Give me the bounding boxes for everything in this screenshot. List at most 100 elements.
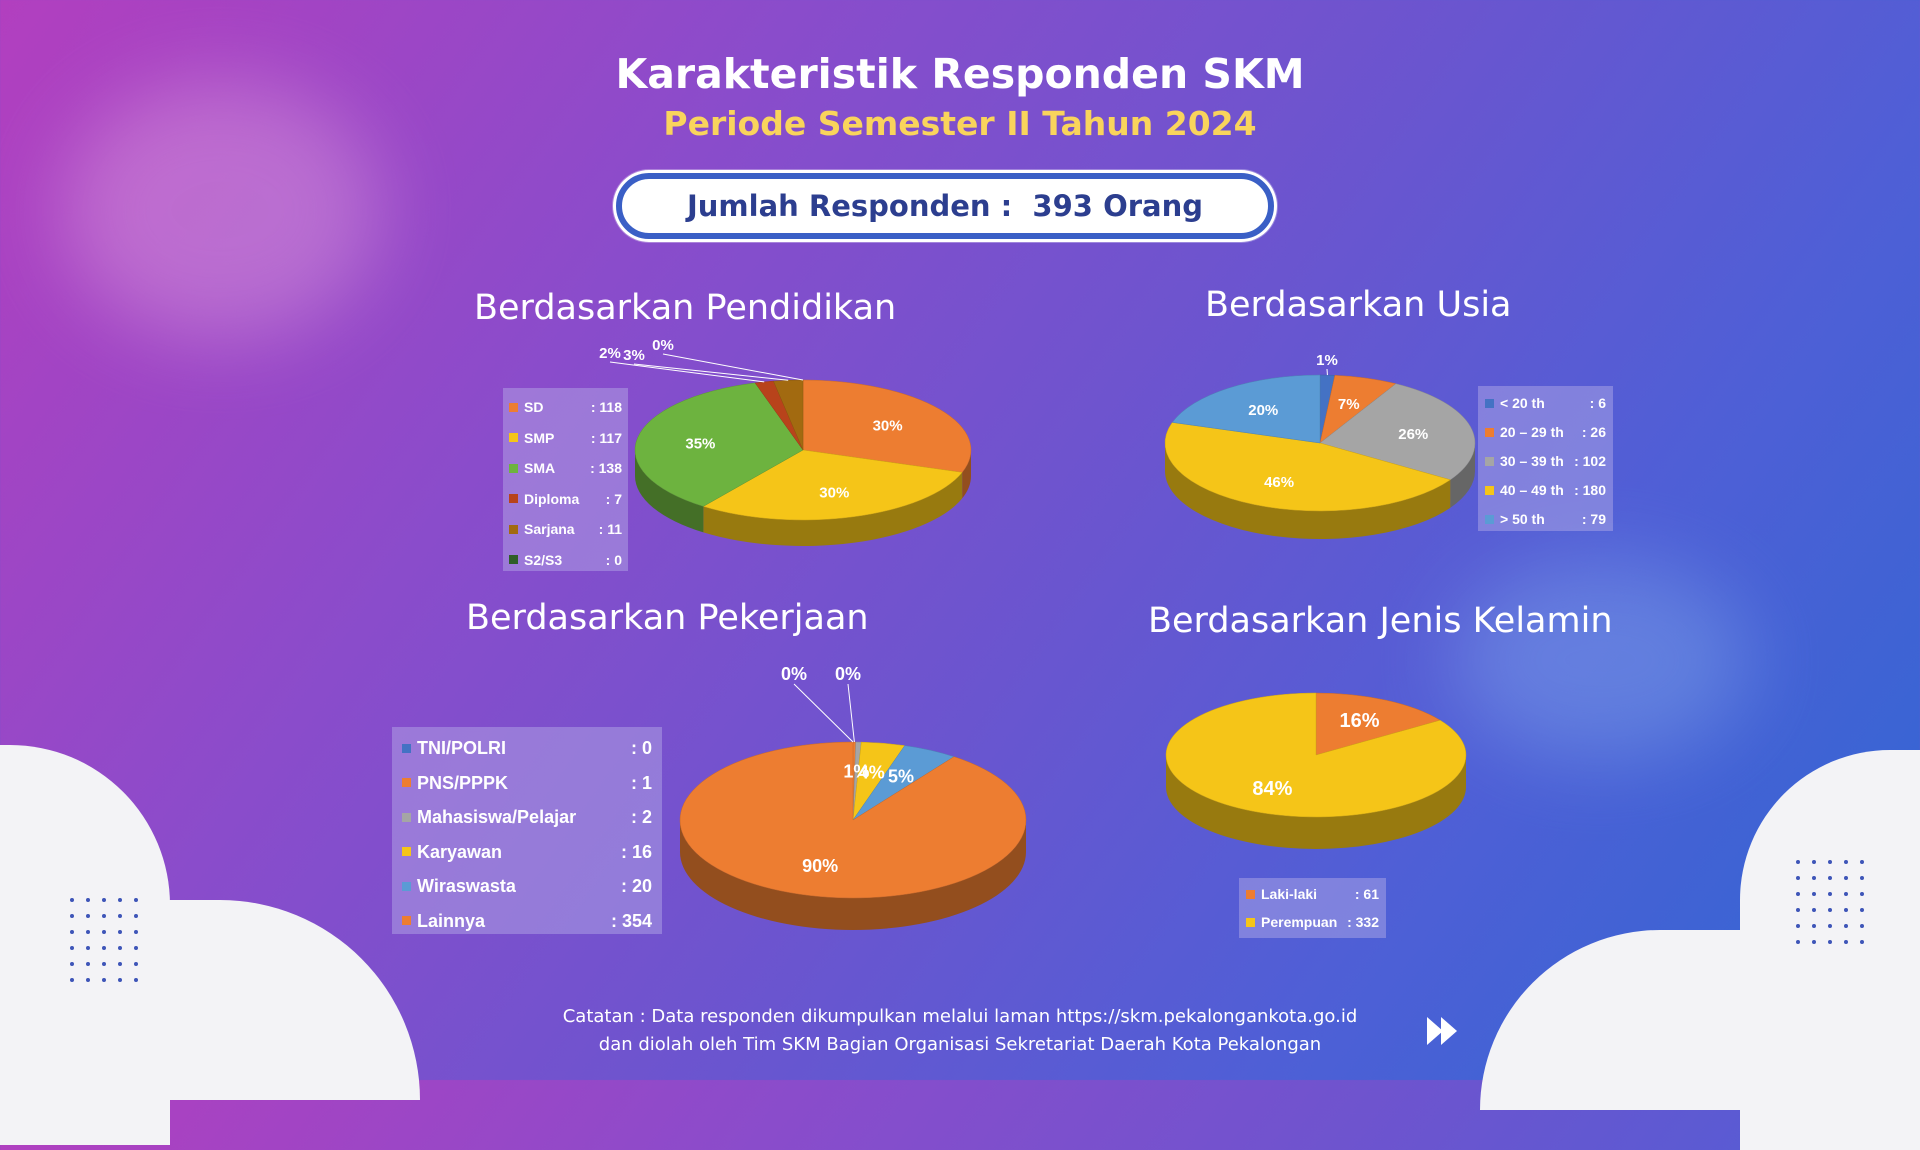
pie-label-PNS/PPPK: 0% (835, 664, 861, 684)
section-title-pendidikan: Berdasarkan Pendidikan (474, 288, 896, 328)
pie-label-S2/S3: 0% (652, 337, 674, 354)
fast-forward-icon[interactable] (1425, 1013, 1461, 1049)
legend-label: SD (524, 392, 543, 423)
legend-value: : 6 (1590, 389, 1606, 418)
decorative-dots-left (70, 898, 138, 982)
section-title-jenis-kelamin: Berdasarkan Jenis Kelamin (1148, 601, 1613, 641)
legend-swatch (509, 464, 518, 473)
legend-value: : 102 (1574, 447, 1606, 476)
legend-swatch (1246, 890, 1255, 899)
pie-label-30 – 39 th: 26% (1398, 426, 1428, 443)
legend-item: TNI/POLRI : 0 (402, 731, 652, 766)
footer-note: Catatan : Data responden dikumpulkan mel… (0, 1003, 1920, 1059)
leader-line (848, 684, 854, 742)
legend-item: Wiraswasta : 20 (402, 869, 652, 904)
legend-label: Sarjana (524, 514, 575, 545)
respondent-count-box: Jumlah Responden : 393 Orang (616, 173, 1274, 239)
legend-swatch (509, 433, 518, 442)
page-subtitle: Periode Semester II Tahun 2024 (0, 104, 1920, 143)
section-title-usia: Berdasarkan Usia (1205, 285, 1512, 325)
legend-item: Lainnya : 354 (402, 904, 652, 939)
legend-item: 30 – 39 th : 102 (1485, 447, 1606, 476)
legend-jenis-kelamin: Laki-laki : 61 Perempuan : 332 (1239, 878, 1386, 938)
legend-swatch (509, 494, 518, 503)
leader-line (610, 362, 764, 382)
legend-swatch (402, 882, 411, 891)
pie-label-40 – 49 th: 46% (1264, 474, 1294, 491)
pie-label-20 – 29 th: 7% (1338, 396, 1360, 413)
leader-line (663, 354, 803, 380)
pie-label-< 20 th: 1% (1316, 352, 1338, 369)
legend-item: > 50 th : 79 (1485, 505, 1606, 534)
legend-value: : 2 (631, 800, 652, 835)
pie-label-Lainnya: 90% (802, 856, 838, 876)
legend-value: : 16 (621, 835, 652, 870)
pie-chart-pekerjaan: 0%0%1%4%5%90% (660, 660, 1060, 960)
legend-value: : 20 (621, 869, 652, 904)
legend-label: SMA (524, 453, 555, 484)
legend-label: S2/S3 (524, 545, 562, 576)
legend-item: < 20 th : 6 (1485, 389, 1606, 418)
pie-label-SMA: 35% (685, 436, 715, 453)
leader-line (794, 684, 853, 742)
legend-swatch (1246, 918, 1255, 927)
legend-item: Karyawan : 16 (402, 835, 652, 870)
legend-item: Perempuan : 332 (1246, 908, 1379, 936)
legend-swatch (402, 778, 411, 787)
pie-chart-jenis-kelamin: 16% 84% (1150, 670, 1490, 880)
legend-value: : 79 (1582, 505, 1606, 534)
section-title-pekerjaan: Berdasarkan Pekerjaan (466, 598, 869, 638)
decorative-dots-right (1796, 860, 1864, 944)
legend-label: Diploma (524, 484, 579, 515)
legend-item: Mahasiswa/Pelajar : 2 (402, 800, 652, 835)
pie-label-Karyawan: 4% (859, 762, 885, 782)
legend-swatch (402, 744, 411, 753)
legend-swatch (402, 916, 411, 925)
legend-label: Laki-laki (1261, 880, 1317, 908)
page-title: Karakteristik Responden SKM (0, 50, 1920, 98)
legend-value: : 1 (631, 766, 652, 801)
footer-line-1: Catatan : Data responden dikumpulkan mel… (0, 1003, 1920, 1031)
pie-chart-usia: 1% 7% 26% 46% 20% (1140, 345, 1500, 575)
legend-item: 20 – 29 th : 26 (1485, 418, 1606, 447)
legend-label: Lainnya (417, 904, 485, 939)
legend-swatch (402, 813, 411, 822)
legend-item: 40 – 49 th: 180 (1485, 476, 1606, 505)
pie-label-> 50 th: 20% (1248, 402, 1278, 419)
pie-label-SMP: 30% (819, 484, 849, 501)
legend-value: : 0 (631, 731, 652, 766)
legend-value: : 332 (1347, 908, 1379, 936)
legend-label: SMP (524, 423, 554, 454)
pie-chart-pendidikan: 30%30%35%2%3%0% (600, 340, 1000, 600)
footer-line-2: dan diolah oleh Tim SKM Bagian Organisas… (0, 1031, 1920, 1059)
respondent-count-text: Jumlah Responden : 393 Orang (687, 189, 1203, 223)
legend-label: Mahasiswa/Pelajar (417, 800, 576, 835)
leader-line (634, 364, 788, 380)
pie-label-Laki-laki: 16% (1340, 710, 1380, 732)
legend-swatch (509, 555, 518, 564)
legend-label: < 20 th (1500, 389, 1545, 418)
pie-label-Perempuan: 84% (1252, 778, 1292, 800)
legend-label: 40 – 49 th (1500, 476, 1564, 505)
legend-value: : 26 (1582, 418, 1606, 447)
legend-value: : 354 (611, 904, 652, 939)
legend-label: Wiraswasta (417, 869, 516, 904)
legend-swatch (509, 525, 518, 534)
legend-item: PNS/PPPK : 1 (402, 766, 652, 801)
pie-label-Sarjana: 3% (623, 347, 645, 364)
decorative-blob-left (0, 900, 420, 1100)
legend-label: > 50 th (1500, 505, 1545, 534)
pie-label-SD: 30% (873, 418, 903, 435)
legend-label: PNS/PPPK (417, 766, 508, 801)
legend-label: Perempuan (1261, 908, 1337, 936)
legend-value: : 61 (1355, 880, 1379, 908)
pie-label-TNI/POLRI: 0% (781, 664, 807, 684)
legend-label: TNI/POLRI (417, 731, 506, 766)
legend-swatch (402, 847, 411, 856)
pie-label-Wiraswasta: 5% (888, 767, 914, 787)
legend-label: Karyawan (417, 835, 502, 870)
legend-label: 30 – 39 th (1500, 447, 1564, 476)
legend-label: 20 – 29 th (1500, 418, 1564, 447)
legend-swatch (509, 403, 518, 412)
